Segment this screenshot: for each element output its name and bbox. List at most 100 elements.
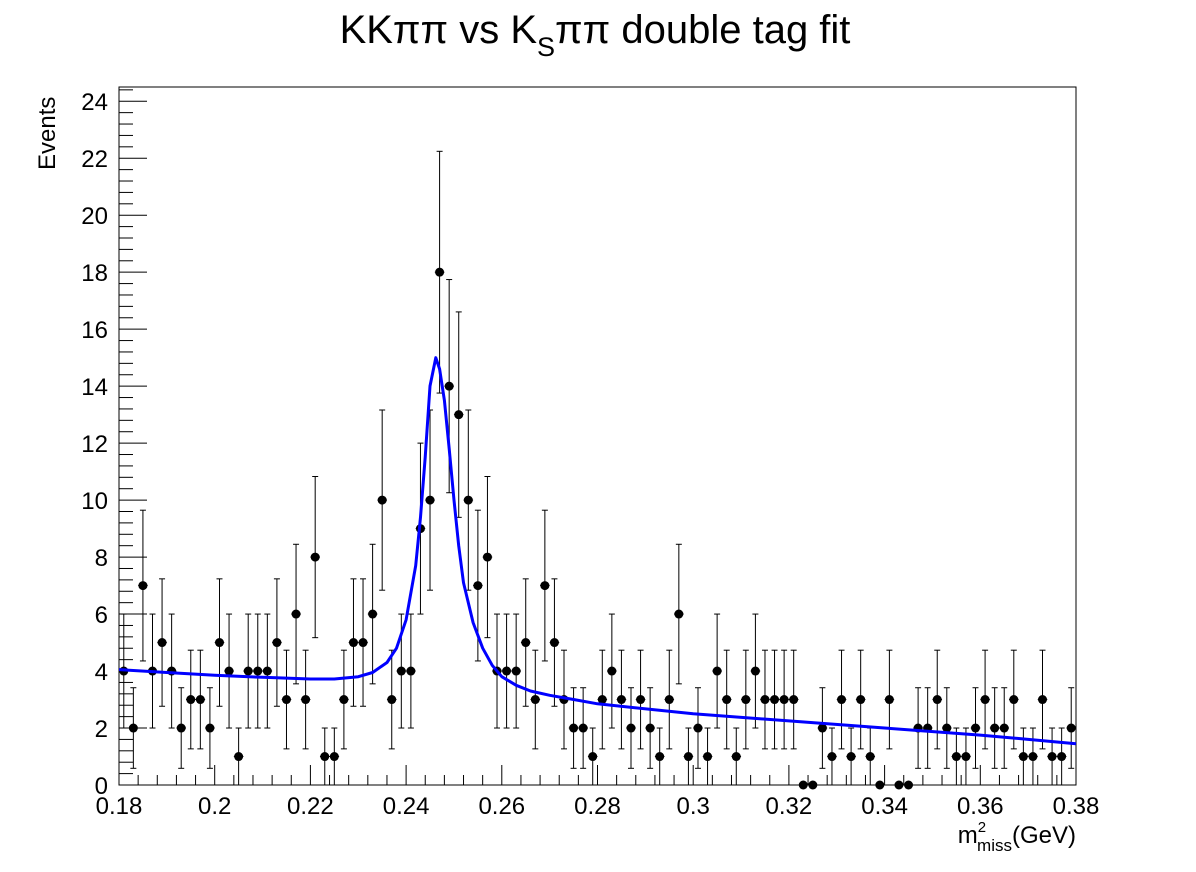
data-marker	[262, 666, 272, 676]
data-point	[779, 649, 789, 750]
x-tick-label: 0.34	[861, 793, 908, 820]
data-point	[367, 543, 378, 685]
data-point	[1018, 727, 1029, 786]
data-marker	[387, 695, 397, 705]
plot-frame	[118, 86, 1077, 786]
data-marker	[368, 609, 378, 619]
data-point	[214, 578, 225, 707]
data-marker	[186, 695, 196, 705]
y-tick-label: 14	[81, 374, 108, 401]
data-point	[616, 649, 627, 750]
data-point	[664, 649, 675, 750]
data-marker	[636, 695, 646, 705]
data-point	[568, 687, 579, 769]
data-marker	[291, 609, 301, 619]
data-marker	[214, 638, 224, 648]
data-point	[961, 727, 971, 786]
data-point	[903, 780, 914, 790]
data-point	[913, 687, 923, 769]
data-marker	[664, 695, 674, 705]
data-marker	[348, 638, 358, 648]
data-marker	[760, 695, 770, 705]
data-point	[166, 613, 177, 729]
data-point	[922, 687, 933, 769]
data-marker	[320, 752, 330, 762]
data-point	[262, 613, 273, 729]
data-point	[358, 578, 368, 707]
data-point	[463, 409, 474, 591]
x-tick-label: 0.3	[677, 793, 710, 820]
data-point	[741, 649, 751, 750]
data-point	[808, 780, 818, 790]
data-point	[453, 311, 464, 518]
x-tick-label: 0.38	[1053, 793, 1100, 820]
data-point	[1066, 687, 1076, 769]
x-tick-label: 0.22	[287, 793, 334, 820]
data-marker	[444, 381, 454, 391]
y-tick-label: 24	[81, 89, 108, 116]
data-marker	[310, 552, 320, 562]
data-marker	[798, 780, 808, 790]
data-marker	[904, 780, 914, 790]
x-axis-title: m2 miss(GeV)	[958, 819, 1076, 855]
data-marker	[463, 495, 473, 505]
data-marker	[549, 638, 559, 648]
data-point	[951, 727, 962, 786]
data-point	[530, 649, 541, 750]
data-point	[176, 687, 186, 769]
data-marker	[980, 695, 990, 705]
data-point	[970, 687, 981, 769]
x-tick-label: 0.24	[383, 793, 430, 820]
data-marker	[301, 695, 311, 705]
data-marker	[971, 723, 981, 733]
data-marker	[272, 638, 282, 648]
data-point	[348, 578, 359, 707]
data-marker	[482, 552, 492, 562]
data-point	[721, 649, 732, 750]
data-point	[319, 727, 330, 786]
data-marker	[454, 410, 464, 420]
y-axis-title: Events	[34, 97, 61, 170]
data-point	[999, 687, 1010, 769]
data-marker	[875, 780, 885, 790]
data-marker	[894, 780, 904, 790]
data-point	[501, 613, 512, 729]
y-tick-label: 10	[81, 488, 108, 515]
data-point	[310, 476, 320, 639]
data-point	[549, 578, 560, 707]
data-marker	[884, 695, 894, 705]
data-marker	[741, 695, 751, 705]
data-marker	[578, 723, 588, 733]
data-point	[233, 727, 244, 786]
y-tick-label: 6	[95, 602, 108, 629]
data-marker	[731, 752, 741, 762]
y-tick-label: 16	[81, 317, 108, 344]
y-tick-label: 2	[95, 716, 108, 743]
x-tick-label: 0.2	[198, 793, 231, 820]
data-marker	[540, 581, 550, 591]
data-point	[1047, 727, 1057, 786]
data-point	[693, 687, 703, 769]
data-marker	[837, 695, 847, 705]
data-point	[138, 509, 148, 662]
data-marker	[817, 723, 827, 733]
data-point	[702, 727, 713, 786]
data-marker	[511, 666, 521, 676]
data-marker	[645, 723, 655, 733]
data-marker	[329, 752, 339, 762]
data-marker	[339, 695, 349, 705]
data-point	[195, 649, 206, 750]
data-point	[635, 649, 646, 750]
data-marker	[406, 666, 416, 676]
data-point	[875, 780, 885, 790]
data-point	[243, 613, 253, 729]
data-point	[1037, 649, 1048, 750]
title-subscript: S	[537, 32, 555, 62]
data-point	[607, 613, 617, 729]
data-marker	[377, 495, 387, 505]
y-tick-label: 18	[81, 260, 108, 287]
data-point	[597, 649, 608, 750]
data-marker	[683, 752, 693, 762]
data-marker	[224, 666, 234, 676]
x-tick-label: 0.32	[766, 793, 813, 820]
